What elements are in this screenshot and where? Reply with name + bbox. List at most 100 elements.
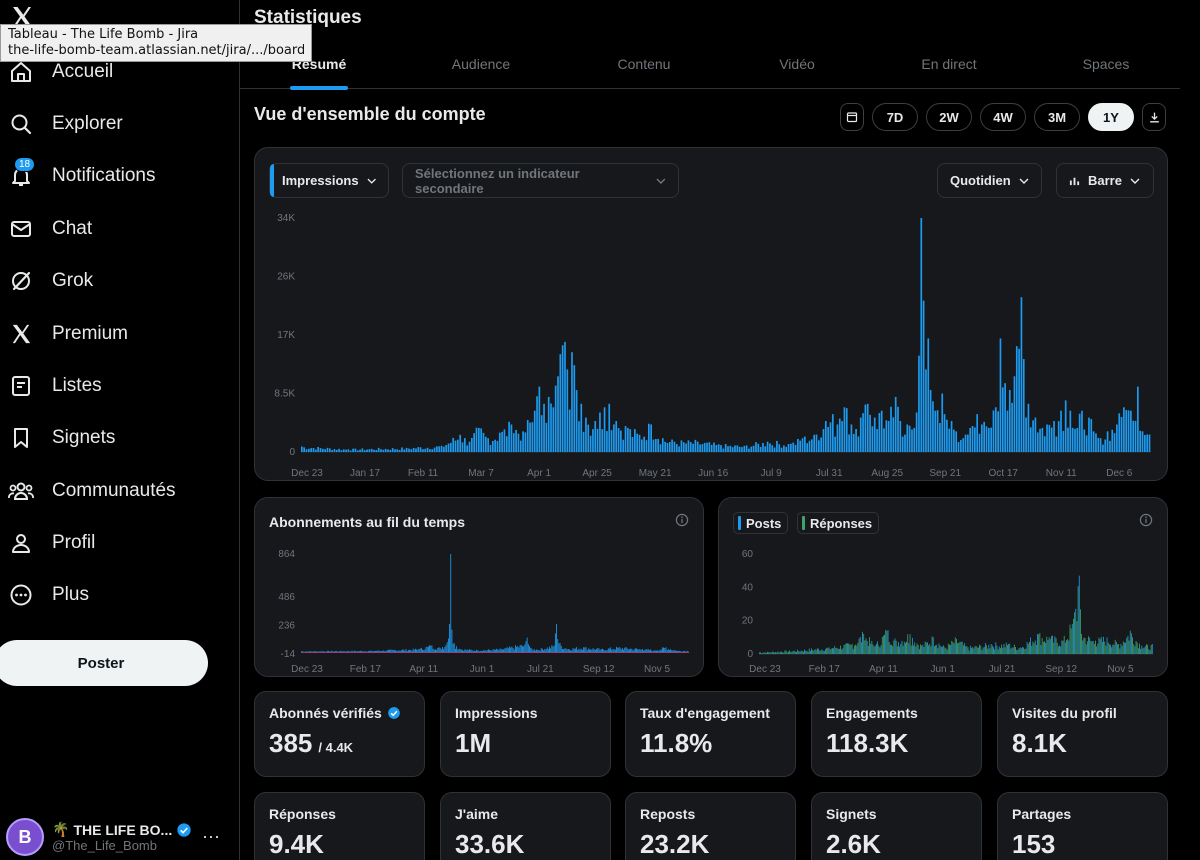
sidebar-item-home[interactable]: Accueil: [0, 52, 113, 92]
chart-bar[interactable]: [571, 650, 573, 653]
chart-bar[interactable]: [330, 651, 332, 653]
chart-bar[interactable]: [864, 640, 866, 654]
range-7d-button[interactable]: 7D: [872, 103, 918, 131]
chart-bar[interactable]: [1149, 650, 1151, 654]
chart-bar[interactable]: [995, 642, 997, 654]
chart-bar[interactable]: [1006, 645, 1008, 654]
chart-bar[interactable]: [762, 442, 764, 452]
chart-bar[interactable]: [479, 650, 481, 653]
chart-bar[interactable]: [307, 448, 310, 452]
chart-bar[interactable]: [1026, 641, 1028, 654]
chart-bar[interactable]: [915, 412, 918, 452]
chart-bar[interactable]: [1040, 645, 1042, 654]
chart-bar[interactable]: [867, 646, 869, 654]
chart-bar[interactable]: [958, 643, 960, 654]
chart-bar[interactable]: [849, 644, 851, 654]
chart-bar[interactable]: [375, 650, 376, 653]
chart-bar[interactable]: [1127, 410, 1130, 452]
chart-bar[interactable]: [750, 446, 753, 452]
chart-bar[interactable]: [546, 647, 548, 653]
chart-bar[interactable]: [422, 449, 424, 452]
chart-bar[interactable]: [990, 427, 992, 452]
chart-bar[interactable]: [871, 640, 873, 654]
chart-bar[interactable]: [1001, 387, 1004, 452]
chart-bar[interactable]: [592, 429, 594, 452]
chart-bar[interactable]: [820, 650, 822, 654]
chart-bar[interactable]: [346, 650, 348, 653]
chart-bar[interactable]: [845, 408, 848, 452]
chart-bar[interactable]: [762, 652, 764, 654]
chart-bar[interactable]: [1046, 636, 1048, 654]
chart-bar[interactable]: [332, 651, 334, 653]
chart-bar[interactable]: [536, 649, 537, 653]
chart-bar[interactable]: [1083, 637, 1085, 654]
chart-bar[interactable]: [1055, 638, 1057, 654]
chart-bar[interactable]: [946, 419, 948, 452]
chart-bar[interactable]: [908, 425, 911, 452]
chart-bar[interactable]: [596, 428, 599, 452]
chart-bar[interactable]: [460, 649, 462, 653]
chart-bar[interactable]: [687, 440, 690, 452]
chart-bar[interactable]: [857, 642, 859, 654]
chart-bar[interactable]: [616, 646, 617, 653]
chart-bar[interactable]: [1111, 647, 1113, 654]
chart-bar[interactable]: [524, 644, 526, 653]
chart-bar[interactable]: [396, 651, 398, 653]
chart-bar[interactable]: [356, 450, 359, 452]
chart-bar[interactable]: [953, 643, 955, 654]
chart-bar[interactable]: [1013, 644, 1015, 654]
chart-bar[interactable]: [1103, 636, 1104, 654]
chart-bar[interactable]: [877, 641, 879, 654]
chart-bar[interactable]: [1097, 643, 1099, 654]
chart-bar[interactable]: [1085, 644, 1087, 654]
chart-bar[interactable]: [1003, 643, 1005, 654]
chart-bar[interactable]: [505, 647, 507, 653]
chart-bar[interactable]: [694, 439, 697, 452]
chart-bar[interactable]: [432, 648, 434, 653]
chart-bar[interactable]: [1015, 646, 1016, 654]
chart-bar[interactable]: [920, 644, 921, 654]
chart-bar[interactable]: [951, 640, 953, 654]
chart-bar[interactable]: [517, 433, 520, 452]
chart-bar[interactable]: [710, 444, 713, 452]
chart-bar[interactable]: [453, 643, 455, 653]
chart-bar[interactable]: [1068, 640, 1070, 654]
chart-bar[interactable]: [638, 434, 641, 452]
chart-bar[interactable]: [962, 438, 965, 452]
chart-bar[interactable]: [1115, 641, 1117, 654]
chart-bar[interactable]: [797, 438, 799, 452]
chart-bar[interactable]: [471, 649, 473, 653]
chart-bar[interactable]: [1128, 640, 1130, 654]
chart-bar[interactable]: [1067, 639, 1069, 654]
chart-bar[interactable]: [1029, 642, 1030, 654]
chart-bar[interactable]: [865, 638, 867, 654]
chart-bar[interactable]: [808, 440, 811, 452]
chart-bar[interactable]: [971, 647, 972, 654]
chart-bar[interactable]: [841, 421, 843, 452]
chart-bar[interactable]: [657, 650, 659, 653]
chart-bar[interactable]: [590, 649, 592, 653]
more-icon[interactable]: ···: [202, 826, 220, 846]
chart-bar[interactable]: [831, 414, 834, 452]
chart-bar[interactable]: [1077, 586, 1079, 654]
chart-bar[interactable]: [417, 649, 419, 653]
chart-bar[interactable]: [607, 648, 609, 653]
chart-bar[interactable]: [427, 646, 429, 653]
chart-bar[interactable]: [916, 643, 918, 654]
chart-bar[interactable]: [631, 648, 633, 653]
chart-bar[interactable]: [638, 649, 640, 653]
chart-bar[interactable]: [801, 651, 803, 654]
chart-bar[interactable]: [791, 651, 793, 654]
chart-bar[interactable]: [554, 633, 556, 653]
chart-bar[interactable]: [303, 447, 306, 452]
chart-bar[interactable]: [1073, 618, 1074, 654]
chart-bar[interactable]: [986, 645, 987, 654]
chart-bar[interactable]: [860, 642, 862, 654]
chart-bar[interactable]: [658, 650, 660, 653]
chart-bar[interactable]: [674, 650, 676, 653]
chart-bar[interactable]: [1137, 386, 1139, 452]
chart-bar[interactable]: [1020, 648, 1022, 654]
chart-bar[interactable]: [618, 647, 620, 653]
chart-bar[interactable]: [533, 410, 536, 452]
chart-bar[interactable]: [816, 648, 818, 654]
